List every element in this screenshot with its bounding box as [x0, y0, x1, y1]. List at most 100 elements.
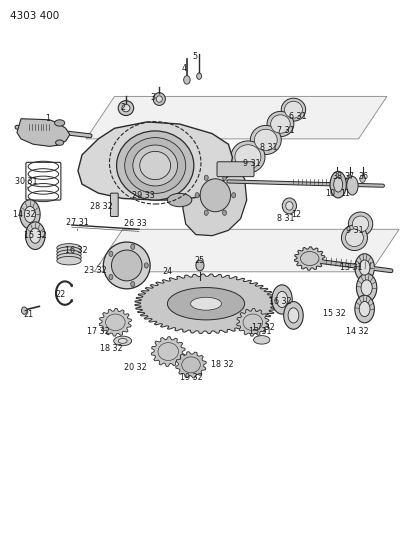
Ellipse shape — [341, 225, 368, 251]
Text: 1: 1 — [45, 114, 50, 123]
Ellipse shape — [267, 111, 294, 136]
Ellipse shape — [20, 200, 40, 229]
Ellipse shape — [122, 104, 130, 112]
Ellipse shape — [231, 141, 265, 173]
Ellipse shape — [357, 273, 377, 302]
Circle shape — [347, 175, 353, 182]
Text: 9 31: 9 31 — [243, 159, 261, 168]
Ellipse shape — [156, 96, 162, 102]
Ellipse shape — [167, 287, 245, 320]
Text: 10: 10 — [325, 189, 335, 198]
Text: 26 33: 26 33 — [124, 220, 146, 229]
Text: 15 32: 15 32 — [24, 231, 47, 240]
Circle shape — [335, 175, 340, 182]
Circle shape — [232, 192, 236, 198]
Ellipse shape — [254, 336, 270, 344]
Ellipse shape — [361, 280, 372, 296]
Text: 22: 22 — [56, 289, 66, 298]
Ellipse shape — [359, 302, 370, 317]
Text: 5: 5 — [193, 52, 197, 61]
Ellipse shape — [57, 253, 81, 262]
Text: 24: 24 — [162, 268, 173, 276]
Ellipse shape — [277, 292, 288, 308]
Ellipse shape — [57, 247, 81, 255]
Ellipse shape — [353, 216, 369, 232]
Text: 20 32: 20 32 — [124, 363, 146, 372]
Circle shape — [109, 274, 113, 280]
Text: 27 31: 27 31 — [66, 219, 89, 228]
Polygon shape — [17, 119, 70, 147]
Text: 38: 38 — [333, 172, 342, 181]
Ellipse shape — [153, 93, 165, 106]
Circle shape — [222, 210, 226, 215]
Ellipse shape — [355, 295, 375, 323]
Ellipse shape — [24, 206, 35, 222]
Polygon shape — [183, 155, 247, 236]
Ellipse shape — [111, 250, 142, 281]
Text: 4: 4 — [181, 64, 186, 73]
Circle shape — [197, 73, 202, 79]
Text: 8 31: 8 31 — [260, 143, 278, 152]
Text: 3: 3 — [151, 93, 156, 102]
Ellipse shape — [118, 101, 134, 116]
Text: 8 31: 8 31 — [277, 214, 294, 223]
Circle shape — [131, 244, 135, 249]
Text: 18 32: 18 32 — [100, 344, 123, 353]
Text: 14 32: 14 32 — [346, 327, 369, 336]
Ellipse shape — [284, 302, 303, 329]
Polygon shape — [99, 309, 131, 336]
Text: 13 31: 13 31 — [249, 327, 271, 336]
Text: 11: 11 — [340, 189, 350, 198]
Text: 4303 400: 4303 400 — [10, 11, 59, 21]
Ellipse shape — [334, 177, 343, 192]
Polygon shape — [86, 96, 387, 139]
Circle shape — [71, 284, 73, 287]
Polygon shape — [135, 274, 277, 334]
Ellipse shape — [284, 101, 302, 118]
Ellipse shape — [281, 98, 306, 121]
Circle shape — [195, 192, 199, 198]
Ellipse shape — [359, 260, 370, 275]
Text: 6 31: 6 31 — [289, 112, 306, 121]
Ellipse shape — [57, 250, 81, 259]
Ellipse shape — [272, 285, 292, 314]
Circle shape — [204, 210, 208, 215]
Text: 21: 21 — [23, 310, 33, 319]
Ellipse shape — [30, 228, 41, 243]
Text: 25: 25 — [195, 256, 205, 264]
Ellipse shape — [103, 242, 150, 289]
Polygon shape — [94, 229, 399, 272]
Ellipse shape — [25, 222, 45, 249]
Ellipse shape — [57, 244, 81, 252]
Circle shape — [131, 281, 135, 287]
Circle shape — [184, 76, 190, 84]
Text: 36: 36 — [358, 172, 368, 181]
Ellipse shape — [346, 229, 364, 247]
Text: 12: 12 — [292, 210, 302, 219]
Ellipse shape — [271, 115, 290, 133]
Text: 16 32: 16 32 — [269, 297, 292, 306]
Ellipse shape — [125, 138, 186, 193]
Text: 29 33: 29 33 — [133, 191, 155, 200]
Text: 30 31: 30 31 — [15, 177, 37, 186]
FancyBboxPatch shape — [111, 193, 118, 216]
Text: 28 32: 28 32 — [90, 203, 113, 212]
Text: 17 32: 17 32 — [252, 323, 274, 332]
Ellipse shape — [55, 120, 65, 126]
FancyBboxPatch shape — [217, 162, 254, 176]
Ellipse shape — [251, 125, 281, 155]
Ellipse shape — [347, 176, 358, 195]
Polygon shape — [176, 352, 206, 378]
Text: 14 32: 14 32 — [13, 210, 35, 219]
Ellipse shape — [118, 338, 127, 343]
Text: 9 31: 9 31 — [346, 226, 363, 235]
Circle shape — [204, 175, 208, 181]
Ellipse shape — [355, 254, 375, 281]
Ellipse shape — [286, 201, 293, 210]
Ellipse shape — [117, 131, 194, 200]
Text: 13 31: 13 31 — [340, 263, 362, 272]
Ellipse shape — [200, 179, 231, 212]
Text: 18 32: 18 32 — [211, 360, 234, 369]
Ellipse shape — [57, 256, 81, 265]
Polygon shape — [78, 122, 233, 200]
